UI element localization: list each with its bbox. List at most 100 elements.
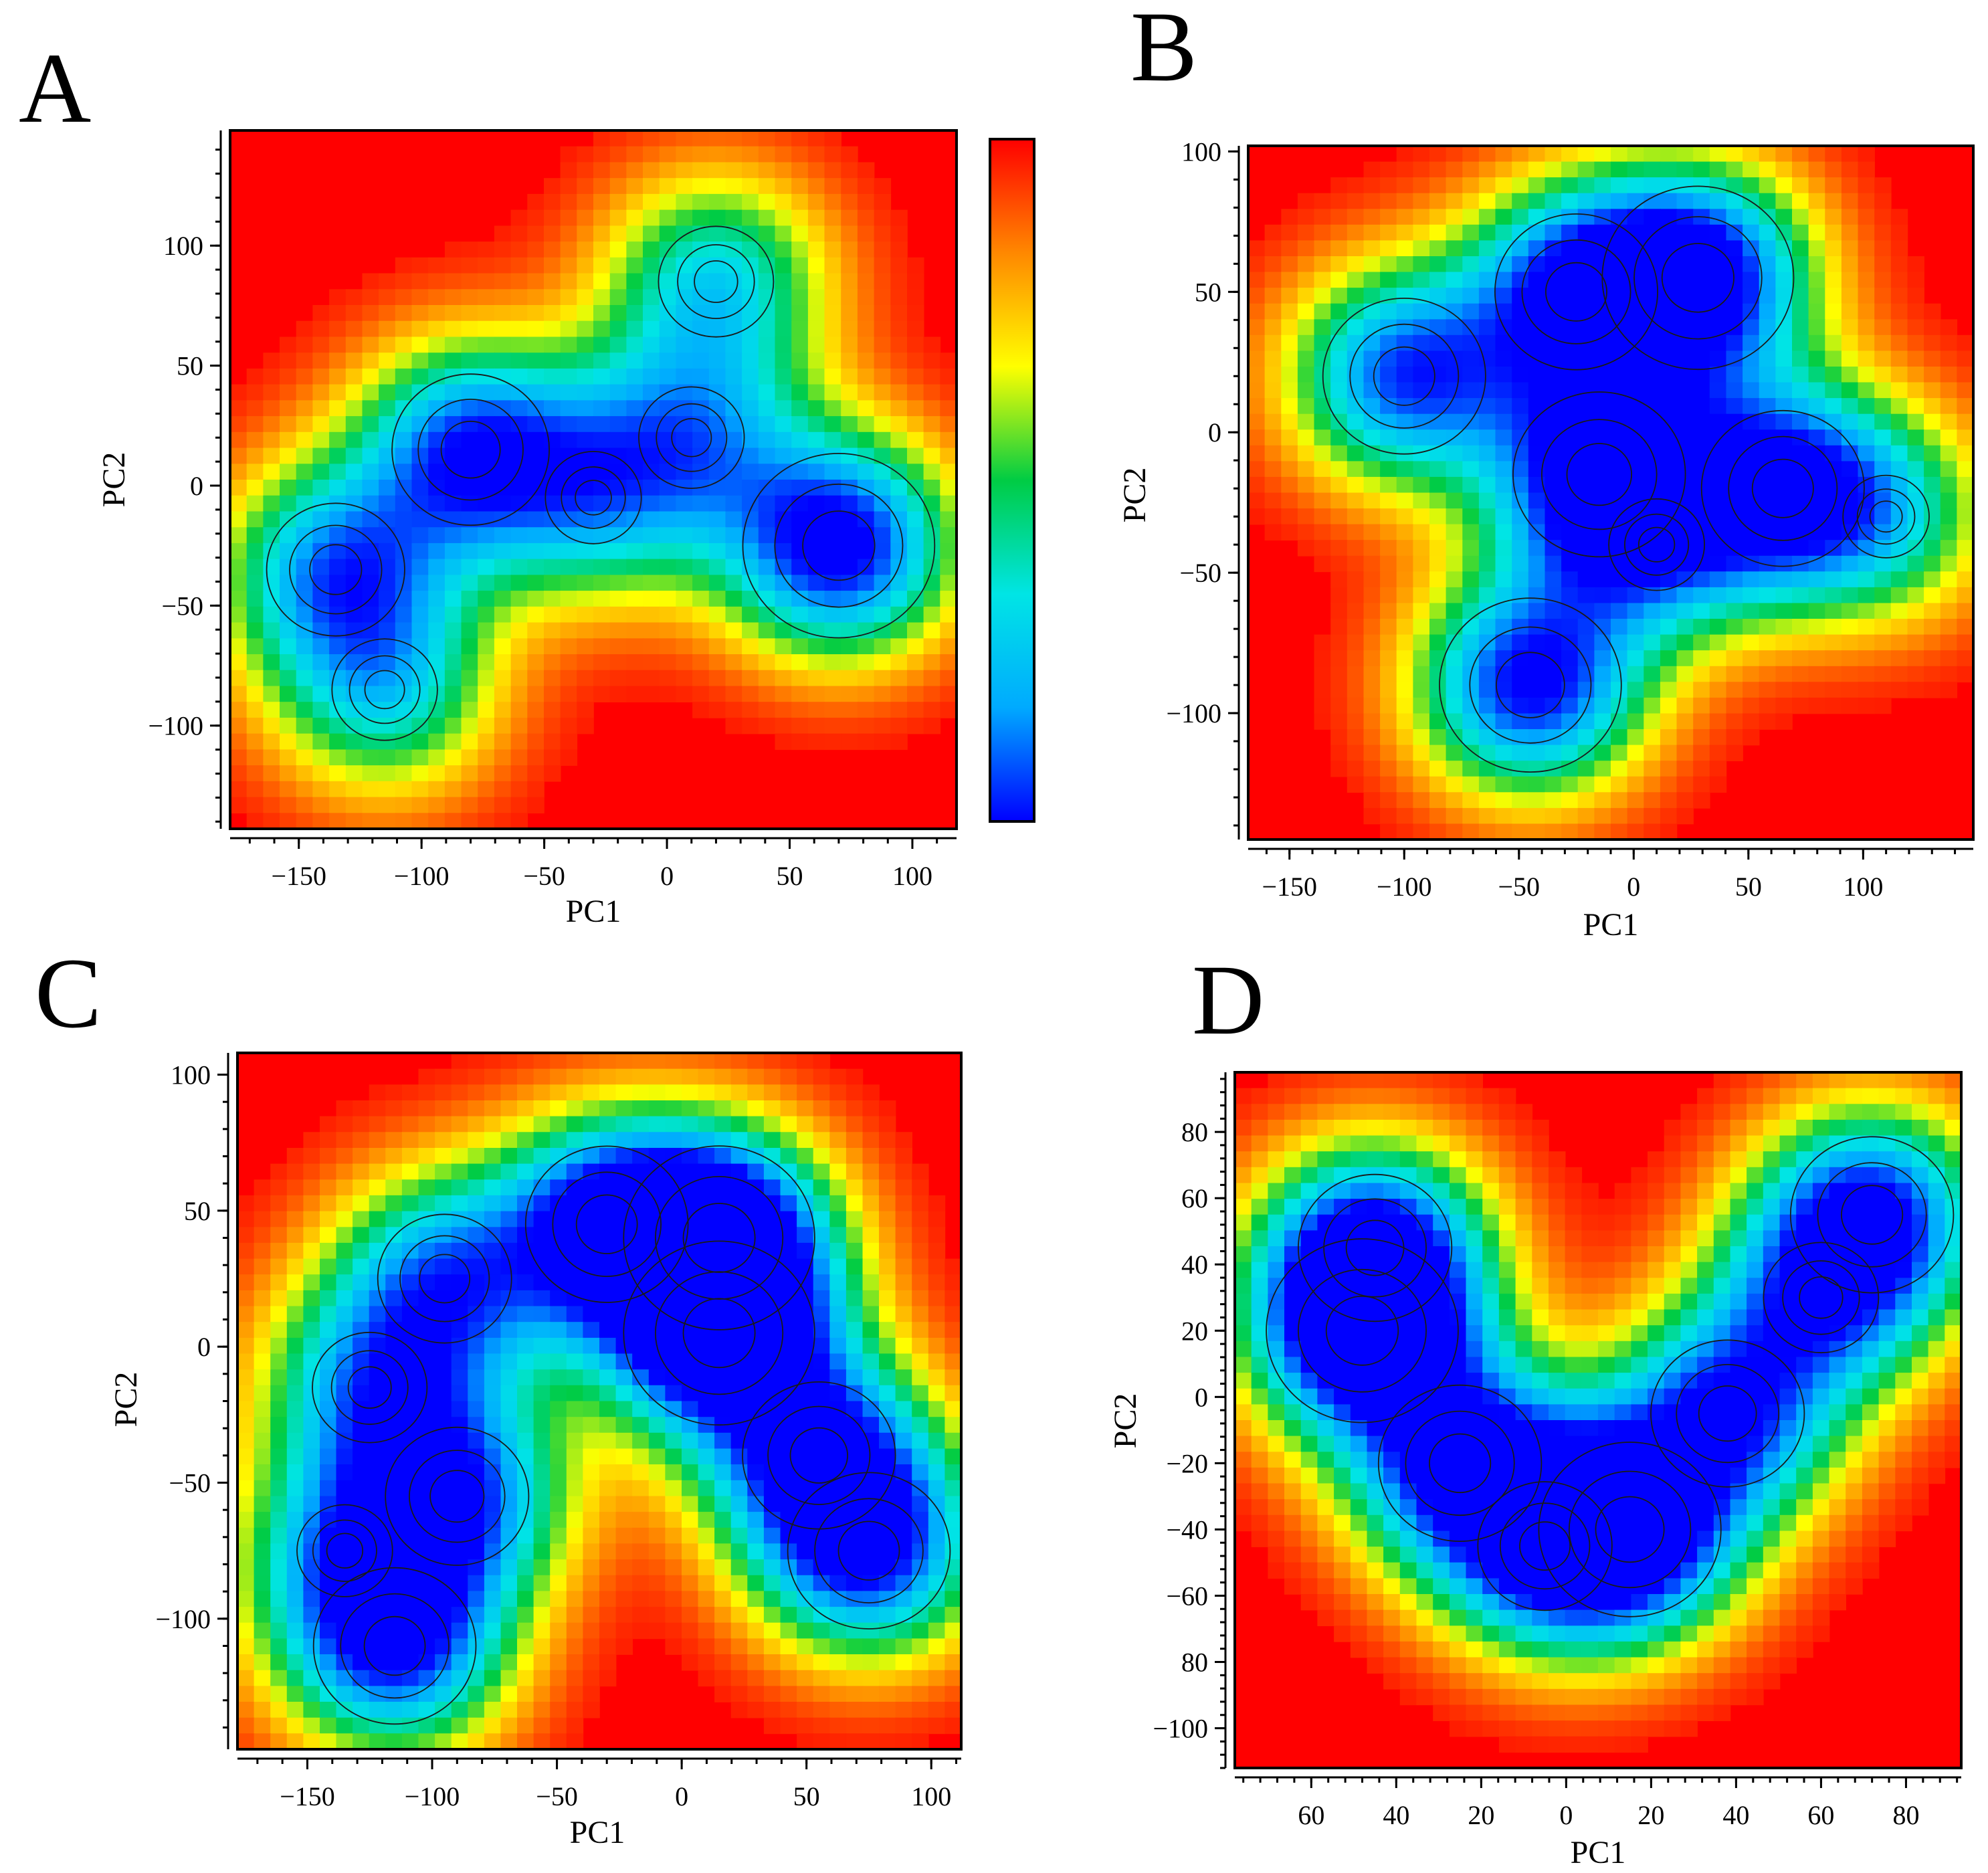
heatmap-cell [1380, 256, 1397, 273]
heatmap-cell [1890, 272, 1908, 288]
heatmap-cell [237, 1480, 255, 1497]
heatmap-cell [928, 1290, 946, 1307]
heatmap-cell [1478, 776, 1496, 793]
heatmap-cell [609, 606, 627, 623]
heatmap-cell [813, 1290, 831, 1307]
heatmap-cell [730, 1100, 749, 1117]
heatmap-cell [1808, 303, 1825, 320]
heatmap-cell [1248, 429, 1266, 446]
heatmap-cell [527, 670, 544, 687]
heatmap-cell [566, 1353, 584, 1370]
heatmap-cell [510, 511, 528, 528]
heatmap-cell [1594, 807, 1611, 825]
heatmap-cell [895, 1401, 912, 1417]
heatmap-cell [1924, 429, 1941, 446]
heatmap-cell [1808, 429, 1825, 446]
heatmap-cell [444, 511, 462, 528]
heatmap-cell [846, 1227, 864, 1244]
heatmap-cell [1446, 697, 1463, 714]
heatmap-cell [857, 654, 875, 671]
heatmap-cell [401, 1211, 419, 1228]
heatmap-cell [1281, 351, 1298, 367]
heatmap-cell [1429, 492, 1447, 509]
heatmap-cell [1545, 272, 1562, 288]
heatmap-cell [1957, 666, 1973, 683]
heatmap-cell [1545, 445, 1562, 462]
heatmap-cell [912, 1543, 929, 1560]
panel-a-heatmap [230, 130, 957, 829]
heatmap-cell [1347, 761, 1365, 777]
heatmap-cell [1841, 555, 1859, 573]
heatmap-cell [1940, 334, 1958, 352]
heatmap-cell [1347, 429, 1365, 446]
heatmap-cell [648, 1116, 666, 1133]
heatmap-cell [1743, 272, 1760, 288]
heatmap-cell [698, 1053, 715, 1070]
heatmap-cell [1330, 382, 1348, 399]
heatmap-cell [1429, 619, 1447, 635]
heatmap-cell [1380, 713, 1397, 730]
heatmap-cell [444, 797, 462, 813]
heatmap-cell [1577, 682, 1595, 698]
heatmap-cell [577, 717, 594, 734]
heatmap-cell [484, 1068, 502, 1086]
heatmap-cell [945, 1607, 961, 1623]
heatmap-cell [550, 1464, 567, 1481]
heatmap-cell [1890, 429, 1908, 446]
heatmap-cell [362, 559, 379, 576]
heatmap-cell [1396, 540, 1414, 557]
heatmap-cell [411, 305, 429, 322]
heatmap-cell [566, 1084, 584, 1101]
heatmap-cell [1347, 571, 1365, 588]
heatmap-cell [1297, 334, 1315, 352]
heatmap-cell [411, 480, 429, 496]
heatmap-cell [1413, 729, 1430, 746]
heatmap-cell [362, 702, 379, 718]
heatmap-cell [747, 1607, 765, 1623]
heatmap-cell [577, 622, 594, 639]
heatmap-cell [418, 1290, 435, 1307]
heatmap-cell [708, 464, 726, 480]
heatmap-cell [428, 606, 445, 623]
heatmap-cell [1759, 351, 1777, 367]
heatmap-cell [813, 1227, 831, 1244]
heatmap-cell [411, 353, 429, 369]
heatmap-cell [682, 1179, 699, 1196]
heatmap-cell [1297, 398, 1315, 415]
heatmap-cell [1693, 224, 1710, 241]
heatmap-cell [940, 670, 957, 687]
heatmap-cell [435, 1084, 452, 1101]
heatmap-cell [428, 702, 445, 718]
contour-line [774, 483, 904, 608]
heatmap-cell [1512, 209, 1529, 225]
heatmap-cell [395, 431, 413, 449]
heatmap-cell [928, 1622, 946, 1640]
heatmap-cell [362, 480, 379, 496]
heatmap-cell [874, 305, 892, 322]
heatmap-cell [1347, 476, 1365, 494]
heatmap-cell [698, 1322, 715, 1339]
heatmap-cell [599, 1148, 617, 1165]
heatmap-cell [1281, 256, 1298, 273]
heatmap-cell [940, 384, 957, 401]
heatmap-cell [1429, 146, 1447, 163]
heatmap-cell [329, 702, 346, 718]
heatmap-cell [510, 813, 528, 829]
heatmap-cell [263, 717, 280, 734]
heatmap-cell [1825, 476, 1842, 494]
heatmap-cell [478, 797, 495, 813]
heatmap-cell [1380, 524, 1397, 540]
heatmap-cell [879, 1607, 896, 1623]
heatmap-cell [791, 257, 809, 274]
heatmap-cell [813, 1385, 831, 1402]
heatmap-cell [1890, 492, 1908, 509]
heatmap-cell [1248, 256, 1266, 273]
heatmap-cell [841, 559, 858, 576]
heatmap-cell [599, 1242, 617, 1260]
heatmap-cell [312, 638, 330, 655]
heatmap-cell [692, 638, 710, 655]
heatmap-cell [1495, 413, 1512, 431]
heatmap-cell [286, 1622, 304, 1640]
heatmap-cell [895, 1448, 912, 1465]
heatmap-cell [550, 1290, 567, 1307]
